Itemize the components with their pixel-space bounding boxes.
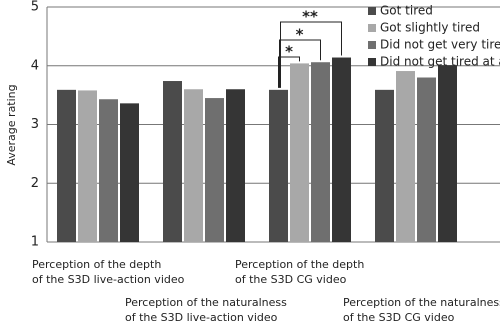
bar — [438, 65, 457, 242]
x-tick-label: Perception of the naturalness of the S3D … — [125, 296, 287, 324]
bar — [396, 71, 415, 242]
significance-label: ** — [302, 8, 318, 26]
bar — [332, 57, 351, 243]
x-tick-label: Perception of the naturalness of the S3D … — [343, 296, 500, 324]
bar — [78, 90, 97, 242]
significance-label: * — [296, 26, 304, 44]
y-tick-label: 5 — [31, 0, 39, 15]
bar — [375, 89, 394, 243]
y-tick-label: 2 — [31, 176, 39, 191]
significance-bracket — [280, 21, 342, 88]
legend-swatch — [368, 41, 376, 49]
significance-bracket — [279, 39, 321, 88]
legend-swatch — [368, 58, 376, 66]
bar — [226, 89, 245, 242]
y-tick-label: 1 — [31, 235, 39, 250]
bar — [205, 98, 224, 242]
bar — [417, 77, 436, 242]
y-axis-label: Average rating — [5, 84, 18, 165]
legend-label: Got tired — [380, 4, 433, 18]
x-tick-label: Perception of the depth of the S3D CG vid… — [235, 258, 364, 286]
significance-label: * — [285, 43, 293, 61]
bar — [163, 81, 182, 243]
bar — [99, 99, 118, 242]
bar — [184, 89, 203, 242]
legend-swatch — [368, 7, 376, 15]
y-tick-label: 3 — [31, 117, 39, 132]
x-tick-label: Perception of the depth of the S3D live-a… — [32, 258, 185, 286]
bar — [57, 89, 76, 243]
bar — [311, 62, 330, 242]
legend-label: Got slightly tired — [380, 21, 480, 35]
legend-label: Did not get very tired — [380, 38, 500, 52]
bar — [290, 63, 309, 243]
legend-label: Did not get tired at all — [380, 55, 500, 69]
legend-swatch — [368, 24, 376, 32]
bar — [120, 103, 139, 242]
bar — [269, 89, 288, 243]
significance-bracket — [278, 56, 300, 88]
y-tick-label: 4 — [31, 58, 39, 73]
